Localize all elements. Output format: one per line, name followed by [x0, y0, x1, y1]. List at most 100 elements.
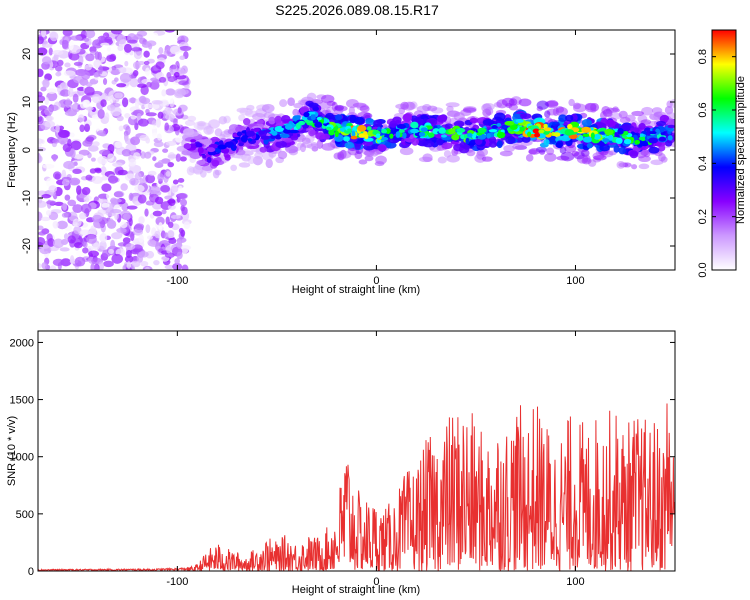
ridge-blob — [402, 132, 407, 139]
noise-blob — [38, 147, 47, 152]
x-tick-label: -100 — [166, 576, 188, 588]
noise-blob — [107, 175, 119, 184]
noise-blob — [151, 120, 157, 127]
noise-blob — [73, 226, 82, 235]
ridge-blob — [289, 129, 299, 134]
noise-blob — [45, 200, 57, 205]
ridge-blob — [396, 123, 406, 130]
noise-blob — [59, 89, 71, 97]
noise-blob — [140, 261, 149, 267]
noise-blob — [84, 123, 91, 133]
ridge-blob — [197, 120, 206, 127]
ridge-blob — [420, 127, 428, 132]
ridge-blob — [258, 130, 265, 135]
noise-blob — [81, 71, 91, 80]
ridge-blob — [605, 110, 613, 118]
noise-blob — [148, 42, 153, 50]
ridge-blob — [308, 128, 316, 137]
ridge-blob — [615, 137, 623, 145]
ridge-blob — [667, 135, 673, 141]
colorbar-tick-label: 0.4 — [697, 156, 709, 171]
noise-blob — [56, 220, 68, 230]
noise-blob — [165, 171, 171, 177]
ridge-blob — [553, 132, 561, 137]
noise-blob — [122, 97, 129, 108]
noise-blob — [117, 44, 124, 52]
ridge-blob — [402, 113, 413, 122]
noise-blob — [176, 240, 183, 249]
ridge-blob — [292, 108, 299, 116]
noise-blob — [164, 30, 176, 33]
ridge-blob — [189, 151, 202, 160]
noise-blob — [40, 30, 47, 38]
ridge-blob — [646, 129, 651, 136]
noise-blob — [64, 194, 71, 201]
noise-blob — [175, 153, 181, 162]
ridge-blob — [344, 141, 355, 149]
noise-blob — [123, 43, 132, 53]
noise-blob — [68, 177, 81, 186]
ridge-blob — [236, 131, 243, 137]
noise-blob — [167, 98, 174, 104]
ridge-blob — [664, 140, 673, 147]
ridge-blob — [350, 135, 358, 140]
ridge-blob — [538, 129, 545, 134]
noise-blob — [158, 76, 167, 83]
ridge-blob — [586, 142, 593, 149]
noise-blob — [76, 185, 82, 195]
ridge-blob — [306, 92, 317, 102]
noise-blob — [120, 221, 128, 229]
ridge-blob — [564, 129, 575, 136]
ridge-blob — [422, 153, 433, 162]
noise-blob — [92, 242, 100, 251]
ridge-blob — [446, 105, 454, 113]
noise-blob — [155, 216, 165, 226]
noise-blob — [44, 107, 53, 116]
noise-blob — [99, 240, 107, 251]
noise-blob — [49, 31, 59, 42]
ridge-blob — [496, 140, 503, 149]
noise-blob — [73, 61, 83, 66]
ridge-blob — [187, 115, 197, 122]
noise-blob — [184, 84, 190, 90]
ridge-blob — [581, 118, 593, 127]
noise-blob — [84, 86, 95, 96]
ridge-blob — [525, 153, 534, 162]
ridge-blob — [648, 137, 659, 144]
noise-blob — [147, 170, 157, 176]
noise-blob — [134, 200, 141, 206]
ridge-blob — [427, 132, 435, 138]
noise-blob — [155, 61, 165, 70]
noise-blob — [42, 163, 55, 169]
ridge-blob — [271, 131, 278, 136]
noise-blob — [164, 106, 172, 116]
ridge-blob — [623, 131, 629, 136]
ridge-blob — [197, 146, 204, 154]
ridge-blob — [660, 156, 668, 163]
ridge-blob — [377, 144, 387, 152]
ridge-blob — [600, 111, 607, 120]
noise-blob — [128, 192, 134, 201]
ridge-blob — [582, 133, 590, 138]
ridge-blob — [658, 136, 667, 142]
ridge-blob — [617, 128, 624, 135]
noise-blob — [38, 68, 44, 78]
noise-blob — [176, 251, 183, 260]
noise-blob — [151, 103, 160, 110]
ridge-blob — [290, 135, 299, 141]
ridge-blob — [534, 132, 541, 138]
spectrogram-x-axis-label: Height of straight line (km) — [292, 284, 420, 296]
ridge-blob — [572, 103, 587, 113]
noise-blob — [38, 262, 42, 269]
noise-blob — [101, 183, 112, 192]
noise-blob — [58, 129, 70, 138]
ridge-blob — [385, 128, 391, 135]
noise-blob — [178, 80, 189, 86]
noise-blob — [89, 225, 97, 236]
noise-blob — [174, 258, 180, 265]
noise-blob — [145, 67, 150, 77]
ridge-blob — [252, 112, 266, 121]
noise-blob — [106, 104, 116, 111]
ridge-blob — [279, 99, 288, 108]
